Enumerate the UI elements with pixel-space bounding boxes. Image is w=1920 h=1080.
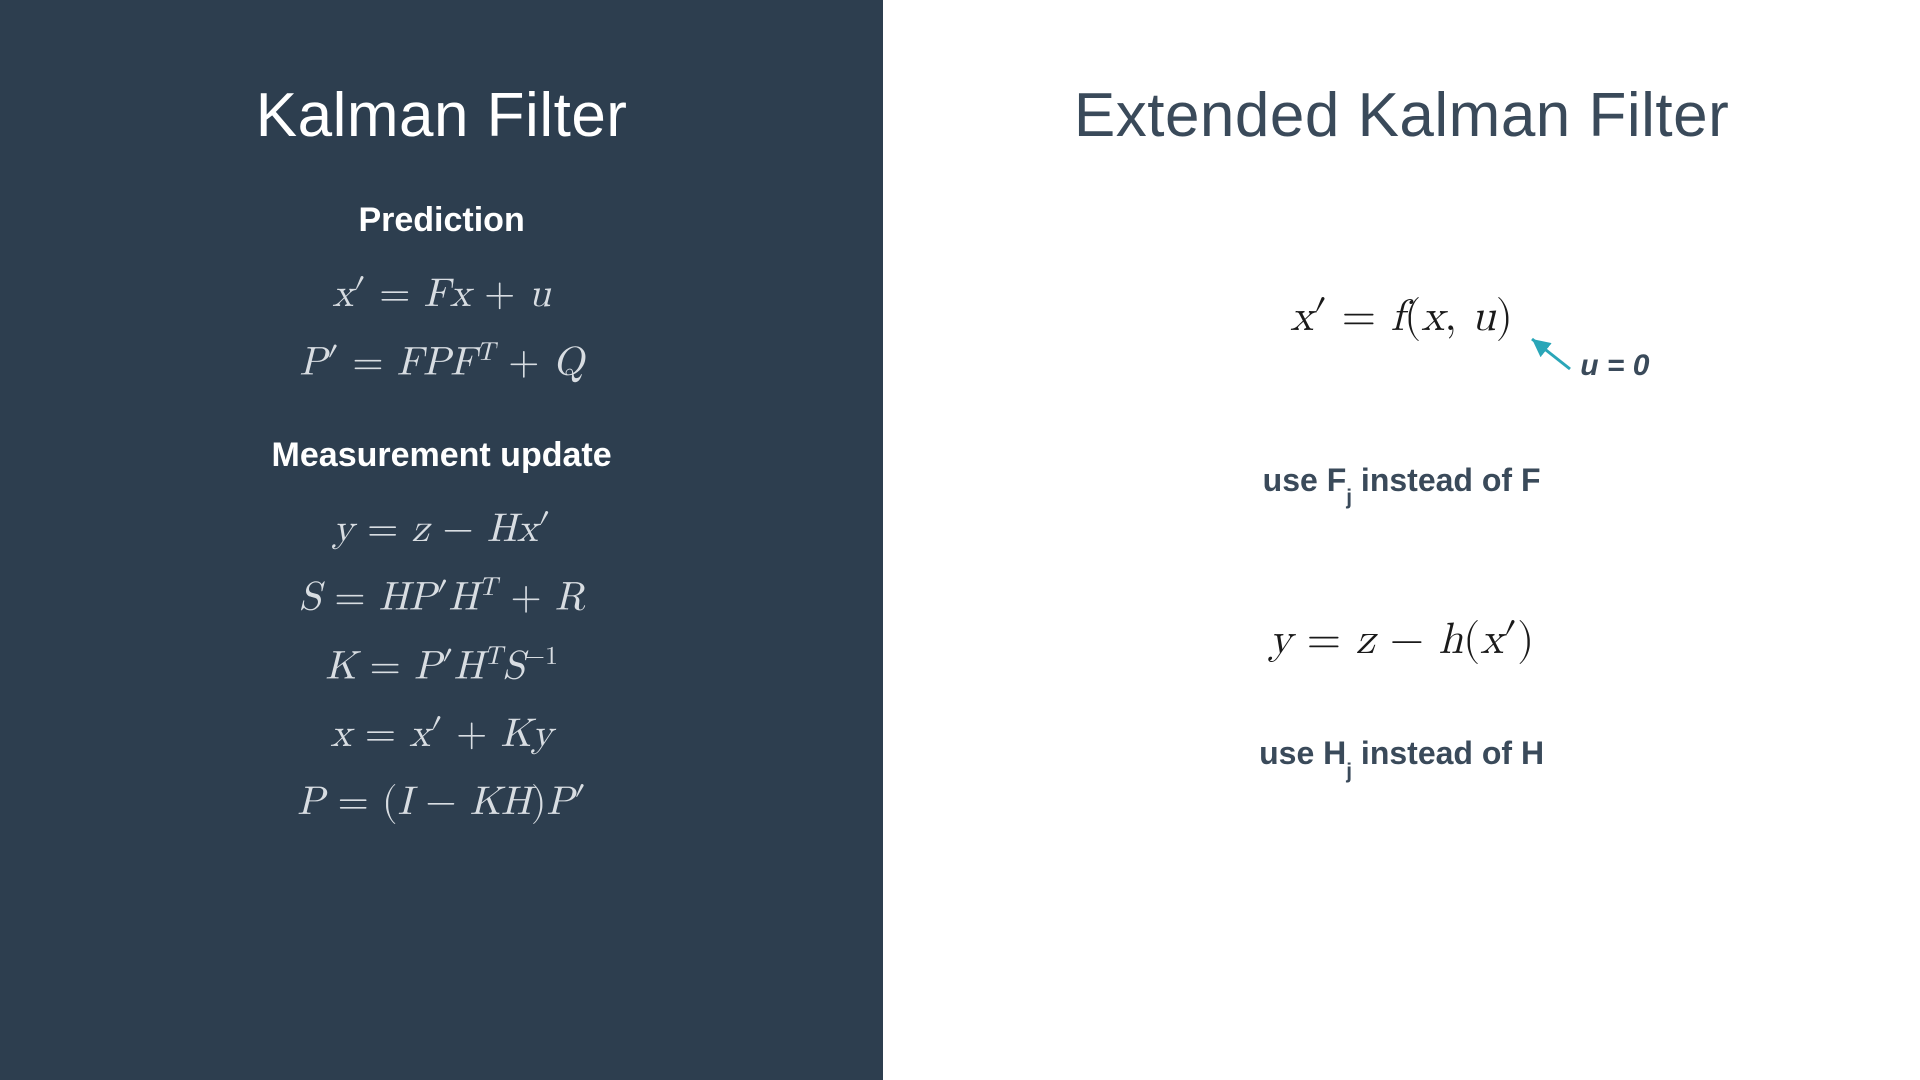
update-eq-4: x = x′ + Ky bbox=[330, 710, 552, 758]
update-equations: y = z − Hx′ S = HP′HT + R K = P′HTS−1 x … bbox=[297, 505, 586, 826]
ekf-meas-eq: y = z − h(x′) bbox=[1269, 614, 1534, 667]
right-panel: Extended Kalman Filter x′ = f(x, u) u = … bbox=[883, 0, 1920, 1080]
note-H-post: instead of H bbox=[1352, 735, 1544, 771]
note-F-sub: j bbox=[1346, 486, 1352, 509]
left-panel: Kalman Filter Prediction x′ = Fx + u P′ … bbox=[0, 0, 883, 1080]
update-label: Measurement update bbox=[272, 436, 612, 475]
prediction-eq-2: P′ = FPFT + Q bbox=[299, 338, 583, 386]
update-eq-5: P = (I − KH)P′ bbox=[297, 778, 586, 826]
slide-container: Kalman Filter Prediction x′ = Fx + u P′ … bbox=[0, 0, 1920, 1080]
note-F-post: instead of F bbox=[1352, 462, 1540, 498]
note-F-pre: use F bbox=[1263, 462, 1347, 498]
ekf-pred-eq-wrap: x′ = f(x, u) u = 0 bbox=[1290, 291, 1513, 344]
note-F: use Fj instead of F bbox=[1263, 462, 1541, 504]
update-eq-1: y = z − Hx′ bbox=[333, 505, 551, 553]
note-H-pre: use H bbox=[1259, 735, 1346, 771]
update-eq-3: K = P′HTS−1 bbox=[325, 642, 558, 690]
prediction-eq-1: x′ = Fx + u bbox=[332, 270, 550, 318]
prediction-label: Prediction bbox=[358, 201, 524, 240]
u-zero-annotation: u = 0 bbox=[1580, 349, 1649, 383]
note-H-sub: j bbox=[1346, 760, 1352, 783]
update-eq-2: S = HP′HT + R bbox=[299, 573, 585, 621]
prediction-equations: x′ = Fx + u P′ = FPFT + Q bbox=[299, 270, 583, 386]
left-title: Kalman Filter bbox=[256, 80, 628, 151]
arrow-icon bbox=[1520, 331, 1580, 381]
ekf-pred-eq: x′ = f(x, u) bbox=[1290, 291, 1513, 344]
right-title: Extended Kalman Filter bbox=[1074, 80, 1729, 151]
note-H: use Hj instead of H bbox=[1259, 735, 1544, 777]
